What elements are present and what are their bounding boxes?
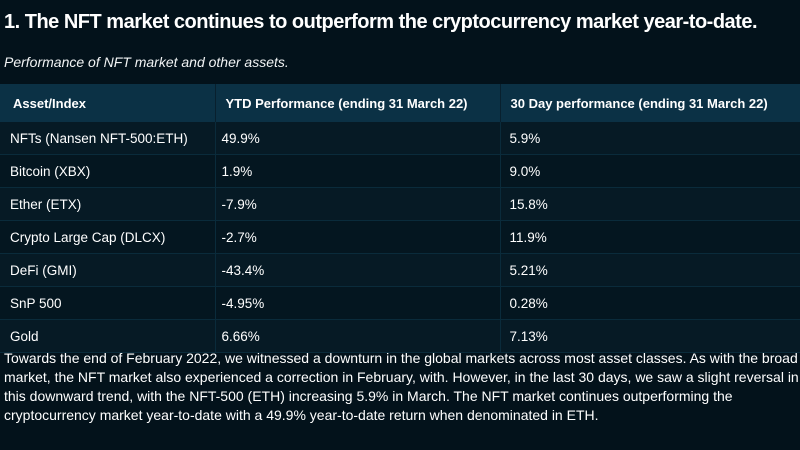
table-row: Bitcoin (XBX) 1.9% 9.0% (0, 154, 800, 188)
table-row: Crypto Large Cap (DLCX) -2.7% 11.9% (0, 220, 800, 254)
cell-30day: 9.0% (500, 154, 800, 188)
table-row: Ether (ETX) -7.9% 15.8% (0, 187, 800, 221)
table-row: DeFi (GMI) -43.4% 5.21% (0, 253, 800, 287)
cell-asset: NFTs (Nansen NFT-500:ETH) (0, 122, 216, 155)
cell-asset: Gold (0, 319, 216, 353)
header-asset: Asset/Index (0, 84, 216, 122)
cell-asset: Ether (ETX) (0, 187, 216, 221)
cell-30day: 5.9% (500, 122, 800, 155)
cell-asset: SnP 500 (0, 286, 216, 320)
table-row: NFTs (Nansen NFT-500:ETH) 49.9% 5.9% (0, 122, 800, 155)
performance-table: Asset/Index YTD Performance (ending 31 M… (0, 84, 800, 353)
body-paragraph: Towards the end of February 2022, we wit… (4, 350, 799, 423)
header-30day: 30 Day performance (ending 31 March 22) (500, 84, 800, 122)
table-row: Gold 6.66% 7.13% (0, 319, 800, 353)
cell-ytd: -7.9% (215, 187, 501, 221)
table-row: SnP 500 -4.95% 0.28% (0, 286, 800, 320)
cell-ytd: -4.95% (215, 286, 501, 320)
cell-asset: Bitcoin (XBX) (0, 154, 216, 188)
cell-ytd: 1.9% (215, 154, 501, 188)
header-ytd: YTD Performance (ending 31 March 22) (215, 84, 501, 122)
table-header-row: Asset/Index YTD Performance (ending 31 M… (0, 84, 800, 122)
page-subtitle: Performance of NFT market and other asse… (4, 54, 289, 70)
cell-30day: 15.8% (500, 187, 800, 221)
cell-30day: 7.13% (500, 319, 800, 353)
page-title: 1. The NFT market continues to outperfor… (4, 11, 758, 33)
cell-ytd: 49.9% (215, 122, 501, 155)
cell-asset: DeFi (GMI) (0, 253, 216, 287)
cell-30day: 5.21% (500, 253, 800, 287)
cell-30day: 0.28% (500, 286, 800, 320)
cell-30day: 11.9% (500, 220, 800, 254)
cell-asset: Crypto Large Cap (DLCX) (0, 220, 216, 254)
cell-ytd: -43.4% (215, 253, 501, 287)
cell-ytd: 6.66% (215, 319, 501, 353)
cell-ytd: -2.7% (215, 220, 501, 254)
